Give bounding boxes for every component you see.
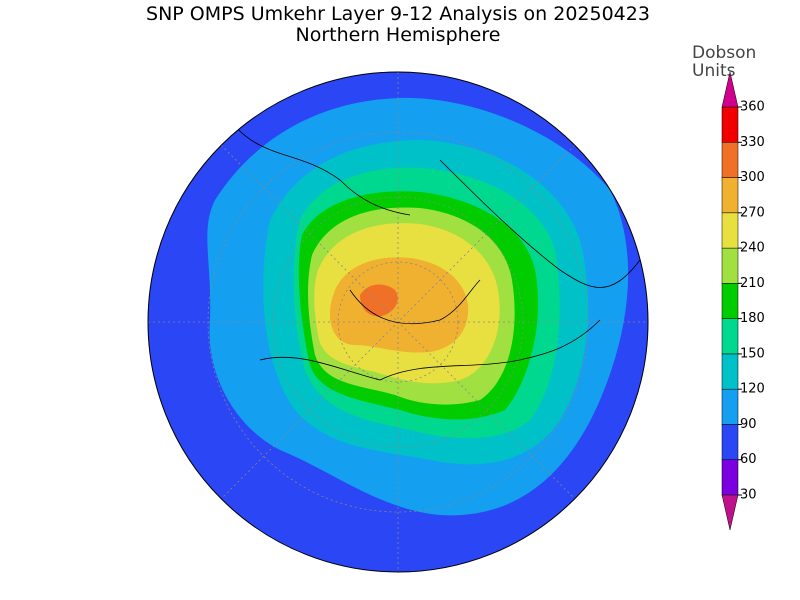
colorbar-band <box>721 177 739 214</box>
colorbar-tick-label: 210 <box>740 276 765 291</box>
colorbar-band <box>721 283 739 319</box>
colorbar-tick-label: 150 <box>740 346 765 361</box>
colorbar-band <box>721 353 739 390</box>
colorbar-band <box>721 424 739 460</box>
map-border <box>147 71 649 573</box>
colorbar-label: Units <box>692 61 736 81</box>
colorbar-band <box>721 247 739 284</box>
colorbar-tick-label: 330 <box>740 135 765 150</box>
colorbar-band <box>721 318 739 355</box>
colorbar-tick-label: 300 <box>740 170 765 185</box>
colorbar-extend-low <box>721 494 739 531</box>
colorbar-tick-label: 270 <box>740 205 765 220</box>
map <box>148 72 648 572</box>
colorbar-tick-label: 90 <box>740 417 757 432</box>
colorbar-extend-high <box>721 71 739 108</box>
colorbar-label: Dobson <box>692 43 756 63</box>
colorbar-band <box>721 106 739 143</box>
title: SNP OMPS Umkehr Layer 9-12 Analysis on 2… <box>146 3 650 25</box>
colorbar-band <box>721 459 739 496</box>
colorbar-band <box>721 142 739 178</box>
colorbar-tick-label: 240 <box>740 241 765 256</box>
subtitle: Northern Hemisphere <box>296 24 501 46</box>
colorbar-tick-label: 360 <box>740 100 765 115</box>
colorbar: 30 60 90 120 150 180 210 240 270 300 330 360 <box>721 71 765 531</box>
colorbar-band <box>721 212 739 249</box>
colorbar-tick-label: 30 <box>740 488 757 503</box>
colorbar-tick-label: 180 <box>740 311 765 326</box>
colorbar-tick-label: 60 <box>740 452 757 467</box>
colorbar-tick-label: 120 <box>740 382 765 397</box>
colorbar-band <box>721 388 739 425</box>
